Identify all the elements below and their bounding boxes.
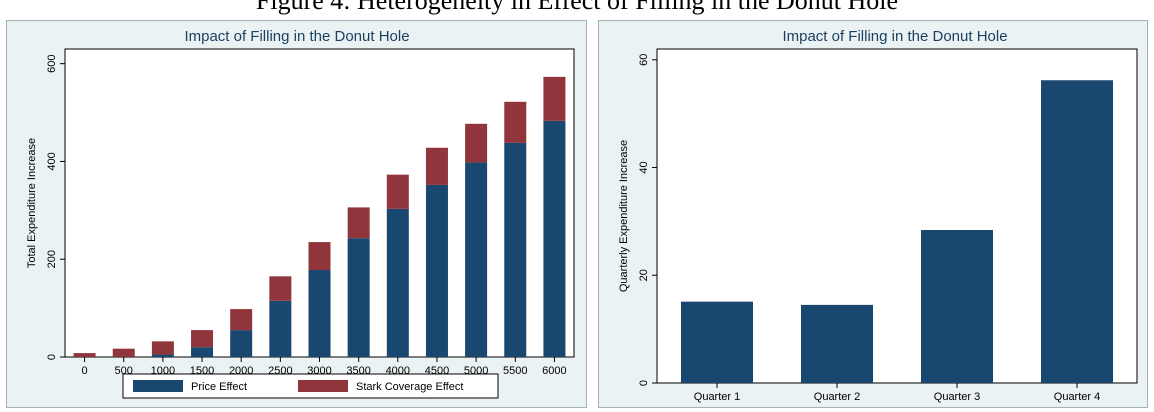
bar-segment	[543, 76, 566, 121]
bar-segment	[191, 347, 214, 357]
bar-segment	[191, 330, 214, 348]
legend-swatch	[133, 380, 183, 392]
y-tick-label: 600	[46, 54, 58, 72]
x-tick-label: Quarter 1	[694, 391, 740, 403]
y-tick-label: 0	[46, 354, 58, 360]
bar-segment	[425, 147, 448, 185]
chart-title: Impact of Filling in the Donut Hole	[184, 28, 409, 45]
bar-segment	[230, 309, 253, 331]
bar-segment	[112, 348, 135, 357]
bar-segment	[308, 242, 331, 270]
bar-segment	[465, 123, 488, 163]
bar-segment	[386, 174, 409, 209]
quarterly-bar-chart-panel: Impact of Filling in the Donut Hole 0 20 40…	[598, 20, 1148, 408]
figure-title: Figure 4: Heterogeneity in Effect of Fil…	[255, 0, 899, 15]
bar-segment	[151, 354, 174, 357]
x-tick-label: 5500	[503, 365, 527, 377]
y-tick-label: 400	[46, 152, 58, 170]
bar-segment	[73, 353, 96, 357]
bar	[681, 301, 753, 383]
y-tick-label: 0	[638, 380, 650, 386]
bar-segment	[543, 120, 566, 357]
y-axis-label: Total Expenditure Increase	[26, 138, 38, 268]
bar-segment	[230, 330, 253, 357]
bar-segment	[504, 142, 527, 357]
bar-segment	[347, 238, 370, 357]
bar-segment	[151, 341, 174, 355]
stacked-bar-chart-panel: Impact of Filling in the Donut Hole 0 200 4…	[6, 20, 587, 408]
chart-title: Impact of Filling in the Donut Hole	[782, 28, 1007, 45]
bar-segment	[347, 207, 370, 239]
legend-label: Stark Coverage Effect	[356, 381, 463, 393]
x-tick-label: Quarter 4	[1054, 391, 1100, 403]
y-tick-label: 40	[638, 161, 650, 173]
stacked-bar-chart: Impact of Filling in the Donut Hole 0 200 4…	[26, 28, 575, 399]
bar-segment	[465, 162, 488, 357]
x-tick-label: Quarter 3	[934, 391, 980, 403]
y-tick-label: 60	[638, 54, 650, 66]
legend-label: Price Effect	[191, 381, 247, 393]
bar	[801, 304, 873, 383]
y-tick-label: 20	[638, 269, 650, 281]
bar-segment	[504, 101, 527, 143]
x-tick-label: 6000	[542, 365, 566, 377]
y-tick-label: 200	[46, 250, 58, 268]
legend-swatch	[298, 380, 348, 392]
y-axis-label: Quarterly Expenditure Increase	[618, 140, 630, 292]
bar-segment	[269, 300, 292, 357]
quarterly-bar-chart: Impact of Filling in the Donut Hole 0 20 40…	[618, 28, 1138, 403]
bar-segment	[425, 184, 448, 357]
bar-segment	[269, 276, 292, 301]
x-tick-label: Quarter 2	[814, 391, 860, 403]
x-tick-label: 0	[82, 365, 88, 377]
bar-segment	[308, 269, 331, 357]
bar	[1041, 80, 1113, 383]
bar	[921, 230, 993, 383]
bar-segment	[386, 208, 409, 357]
